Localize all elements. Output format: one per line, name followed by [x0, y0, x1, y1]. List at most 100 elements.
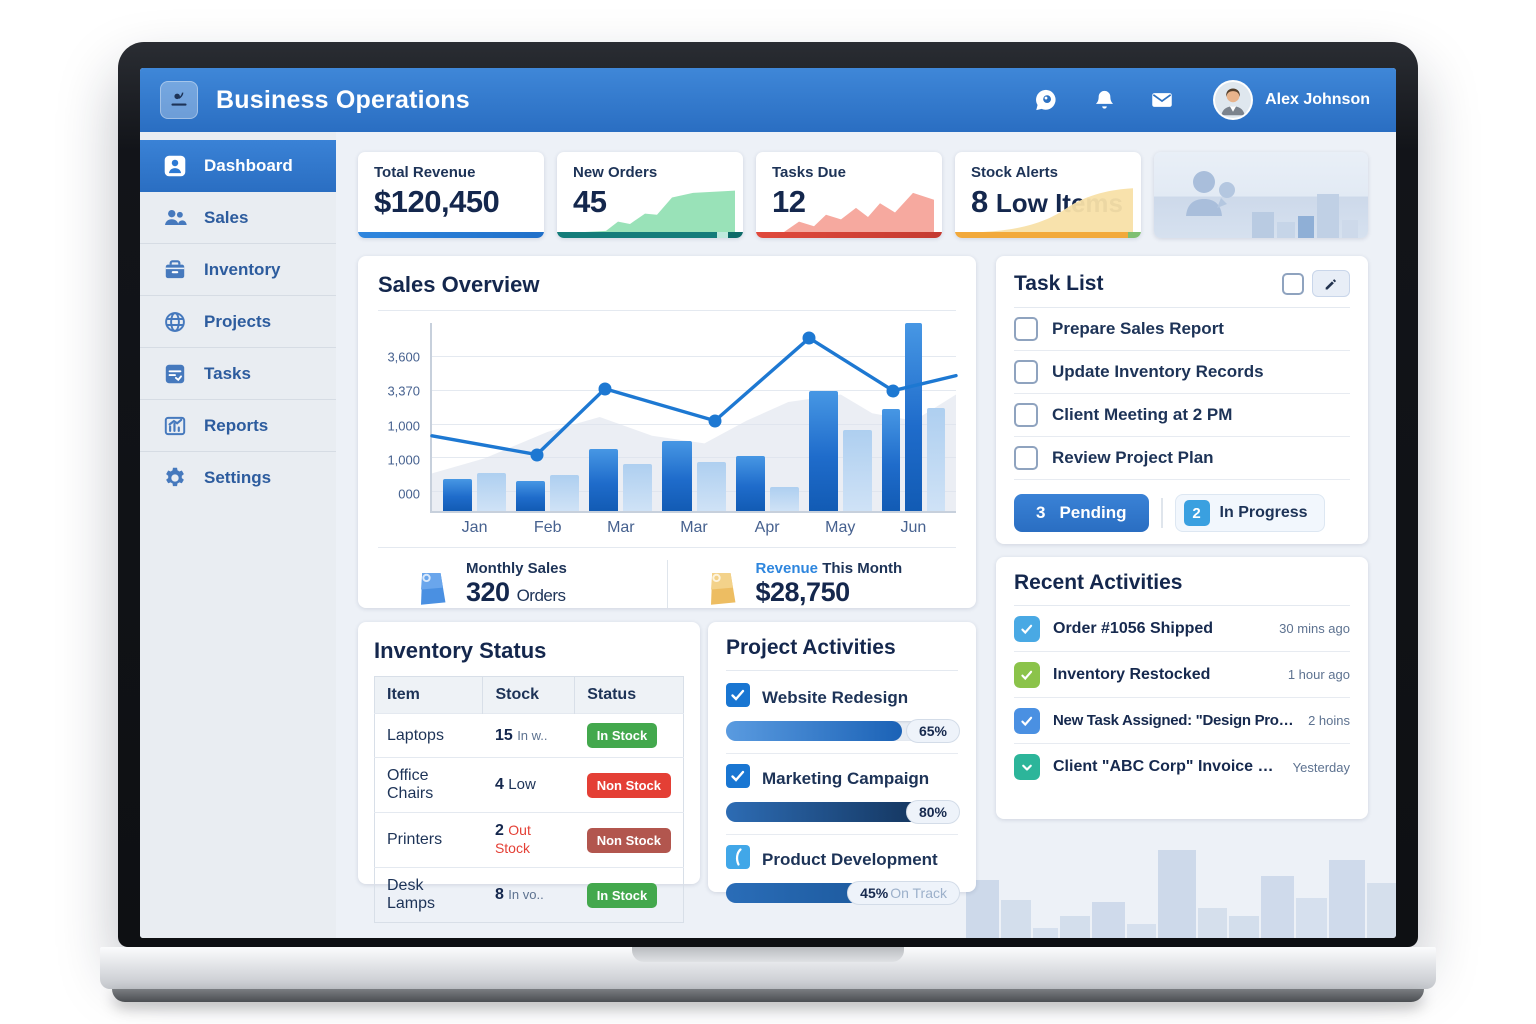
- chart-x-axis: Jan Feb Mar Mar Apr May Jun: [432, 513, 956, 537]
- checkbox-checked-icon[interactable]: [726, 683, 750, 712]
- sidebar-item-label: Dashboard: [204, 156, 293, 175]
- skyline-bar: [1091, 902, 1126, 938]
- task-checkbox[interactable]: [1014, 317, 1038, 341]
- project-item: Product Development 45% On Track: [726, 834, 960, 915]
- stat-label: Revenue This Month: [755, 559, 903, 577]
- tasks-icon: [160, 361, 190, 387]
- line-dot: [598, 382, 612, 396]
- bar-dark: [589, 448, 619, 511]
- user-menu[interactable]: Alex Johnson: [1213, 80, 1370, 120]
- activity-time: Yesterday: [1292, 759, 1350, 775]
- skyline-bar: [1127, 924, 1157, 938]
- y-axis-label: 3,370: [387, 383, 420, 399]
- sidebar-item-dashboard[interactable]: Dashboard: [140, 140, 336, 192]
- y-axis-label: 3,600: [387, 349, 420, 365]
- activity-row: New Task Assigned: "Design Proposal" 2 ho…: [1014, 698, 1350, 744]
- kpi-tasks-due: Tasks Due 12: [756, 152, 942, 238]
- kpi-underline: [756, 232, 942, 238]
- stock-note: In vo..: [508, 887, 544, 902]
- bar-light: [769, 486, 799, 511]
- kpi-value: $120,450: [374, 184, 500, 219]
- kpi-value: 12: [772, 184, 806, 219]
- in-progress-count: 2: [1183, 500, 1210, 526]
- bar-group-mar: [584, 323, 657, 511]
- bar-dark: [735, 456, 765, 511]
- table-row: Desk Lamps 8 In vo.. In Stock: [374, 867, 684, 923]
- bars-decoration: [1252, 194, 1358, 238]
- skyline-bar: [1001, 900, 1031, 938]
- activity-time: 30 mins ago: [1279, 621, 1350, 636]
- status-cell: Non Stock: [574, 757, 684, 813]
- sidebar-item-sales[interactable]: Sales: [140, 192, 336, 244]
- inventory-status-card: Inventory Status Item Stock Status Laptops…: [358, 622, 700, 923]
- task-row: Client Meeting at 2 PM: [1014, 394, 1350, 437]
- sidebar-item-label: Settings: [204, 468, 272, 487]
- chat-icon[interactable]: [1033, 87, 1059, 113]
- line-dot: [708, 414, 722, 428]
- checkbox-checked-icon[interactable]: [726, 764, 750, 793]
- divider: [1014, 307, 1350, 308]
- activity-row: Inventory Restocked 1 hour ago: [1014, 652, 1350, 698]
- stock-number: 4: [494, 776, 504, 793]
- column-header: Status: [574, 676, 684, 714]
- stat-value: 320 Orders: [466, 576, 566, 607]
- stock-note: Low: [508, 776, 536, 793]
- gridline: [432, 355, 956, 357]
- pending-filter-button[interactable]: 3 Pending: [1014, 494, 1149, 532]
- sidebar-item-tasks[interactable]: Tasks: [140, 348, 336, 400]
- mail-icon[interactable]: [1149, 87, 1175, 113]
- bar-group-jun: [877, 323, 950, 511]
- bar-light: [696, 462, 726, 511]
- progress-pct: 65%: [918, 723, 947, 740]
- y-axis-label: 1,000: [387, 418, 420, 434]
- stock-number: 15: [494, 726, 513, 744]
- skyline-bar: [1060, 916, 1090, 938]
- x-axis-label: Feb: [533, 519, 562, 536]
- sidebar-item-label: Sales: [204, 207, 249, 227]
- stock-cell: 8 In vo..: [482, 867, 575, 923]
- stock-cell: 4 Low: [482, 757, 575, 813]
- inventory-table: Item Stock Status Laptops 15 In w.. In Stock…: [374, 676, 684, 923]
- task-checkbox[interactable]: [1014, 360, 1038, 384]
- x-axis-label: Jan: [461, 519, 488, 536]
- status-badge: In Stock: [586, 723, 658, 748]
- task-label: Client Meeting at 2 PM: [1052, 405, 1233, 424]
- skyline-bar: [1197, 908, 1228, 938]
- task-checkbox[interactable]: [1014, 403, 1038, 427]
- dashboard-icon: [160, 153, 190, 179]
- select-all-checkbox[interactable]: [1282, 272, 1304, 295]
- trend-line: [432, 323, 956, 511]
- skyline-bar: [1329, 860, 1365, 938]
- notifications-bell-icon[interactable]: [1091, 87, 1117, 113]
- task-checkbox[interactable]: [1014, 446, 1038, 470]
- project-name: Website Redesign: [762, 687, 909, 707]
- task-label: Review Project Plan: [1052, 448, 1214, 467]
- kpi-new-orders: New Orders 45: [557, 152, 743, 238]
- kpi-total-revenue: Total Revenue $120,450: [358, 152, 544, 238]
- sidebar-item-reports[interactable]: Reports: [140, 400, 336, 452]
- sparkline-green: [585, 190, 735, 232]
- kpi-underline: [955, 232, 1141, 238]
- kpi-title: Total Revenue: [374, 164, 476, 181]
- bar-light: [927, 407, 945, 511]
- sidebar-item-settings[interactable]: Settings: [140, 452, 336, 504]
- table-row: Office Chairs 4 Low Non Stock: [374, 757, 684, 813]
- recent-activities-card: Recent Activities Order #1056 Shipped 30 …: [996, 557, 1368, 819]
- bar-light: [477, 473, 507, 511]
- curve-icon[interactable]: [726, 845, 750, 874]
- project-activities-card: Project Activities Website Redesign 65% Ma…: [708, 622, 976, 906]
- activity-text: Order #1056 Shipped: [1053, 619, 1214, 637]
- kpi-value: 45: [573, 184, 607, 219]
- table-row: Printers 2 Out Stock Non Stock: [374, 812, 684, 868]
- sidebar-item-projects[interactable]: Projects: [140, 296, 336, 348]
- skyline-bar: [1229, 916, 1259, 938]
- sidebar-item-inventory[interactable]: Inventory: [140, 244, 336, 296]
- avatar[interactable]: [1213, 80, 1254, 120]
- activity-row: Client "ABC Corp" Invoice Paid Yesterday: [1014, 744, 1350, 790]
- revenue-stat: Revenue This Month $28,750: [666, 559, 957, 608]
- edit-tasks-button[interactable]: [1312, 270, 1350, 297]
- in-progress-filter-button[interactable]: 2 In Progress: [1174, 494, 1325, 532]
- sales-footer: Monthly Sales 320 Orders: [378, 547, 956, 619]
- task-label: Update Inventory Records: [1052, 362, 1264, 381]
- table-row: Laptops 15 In w.. In Stock: [374, 713, 684, 758]
